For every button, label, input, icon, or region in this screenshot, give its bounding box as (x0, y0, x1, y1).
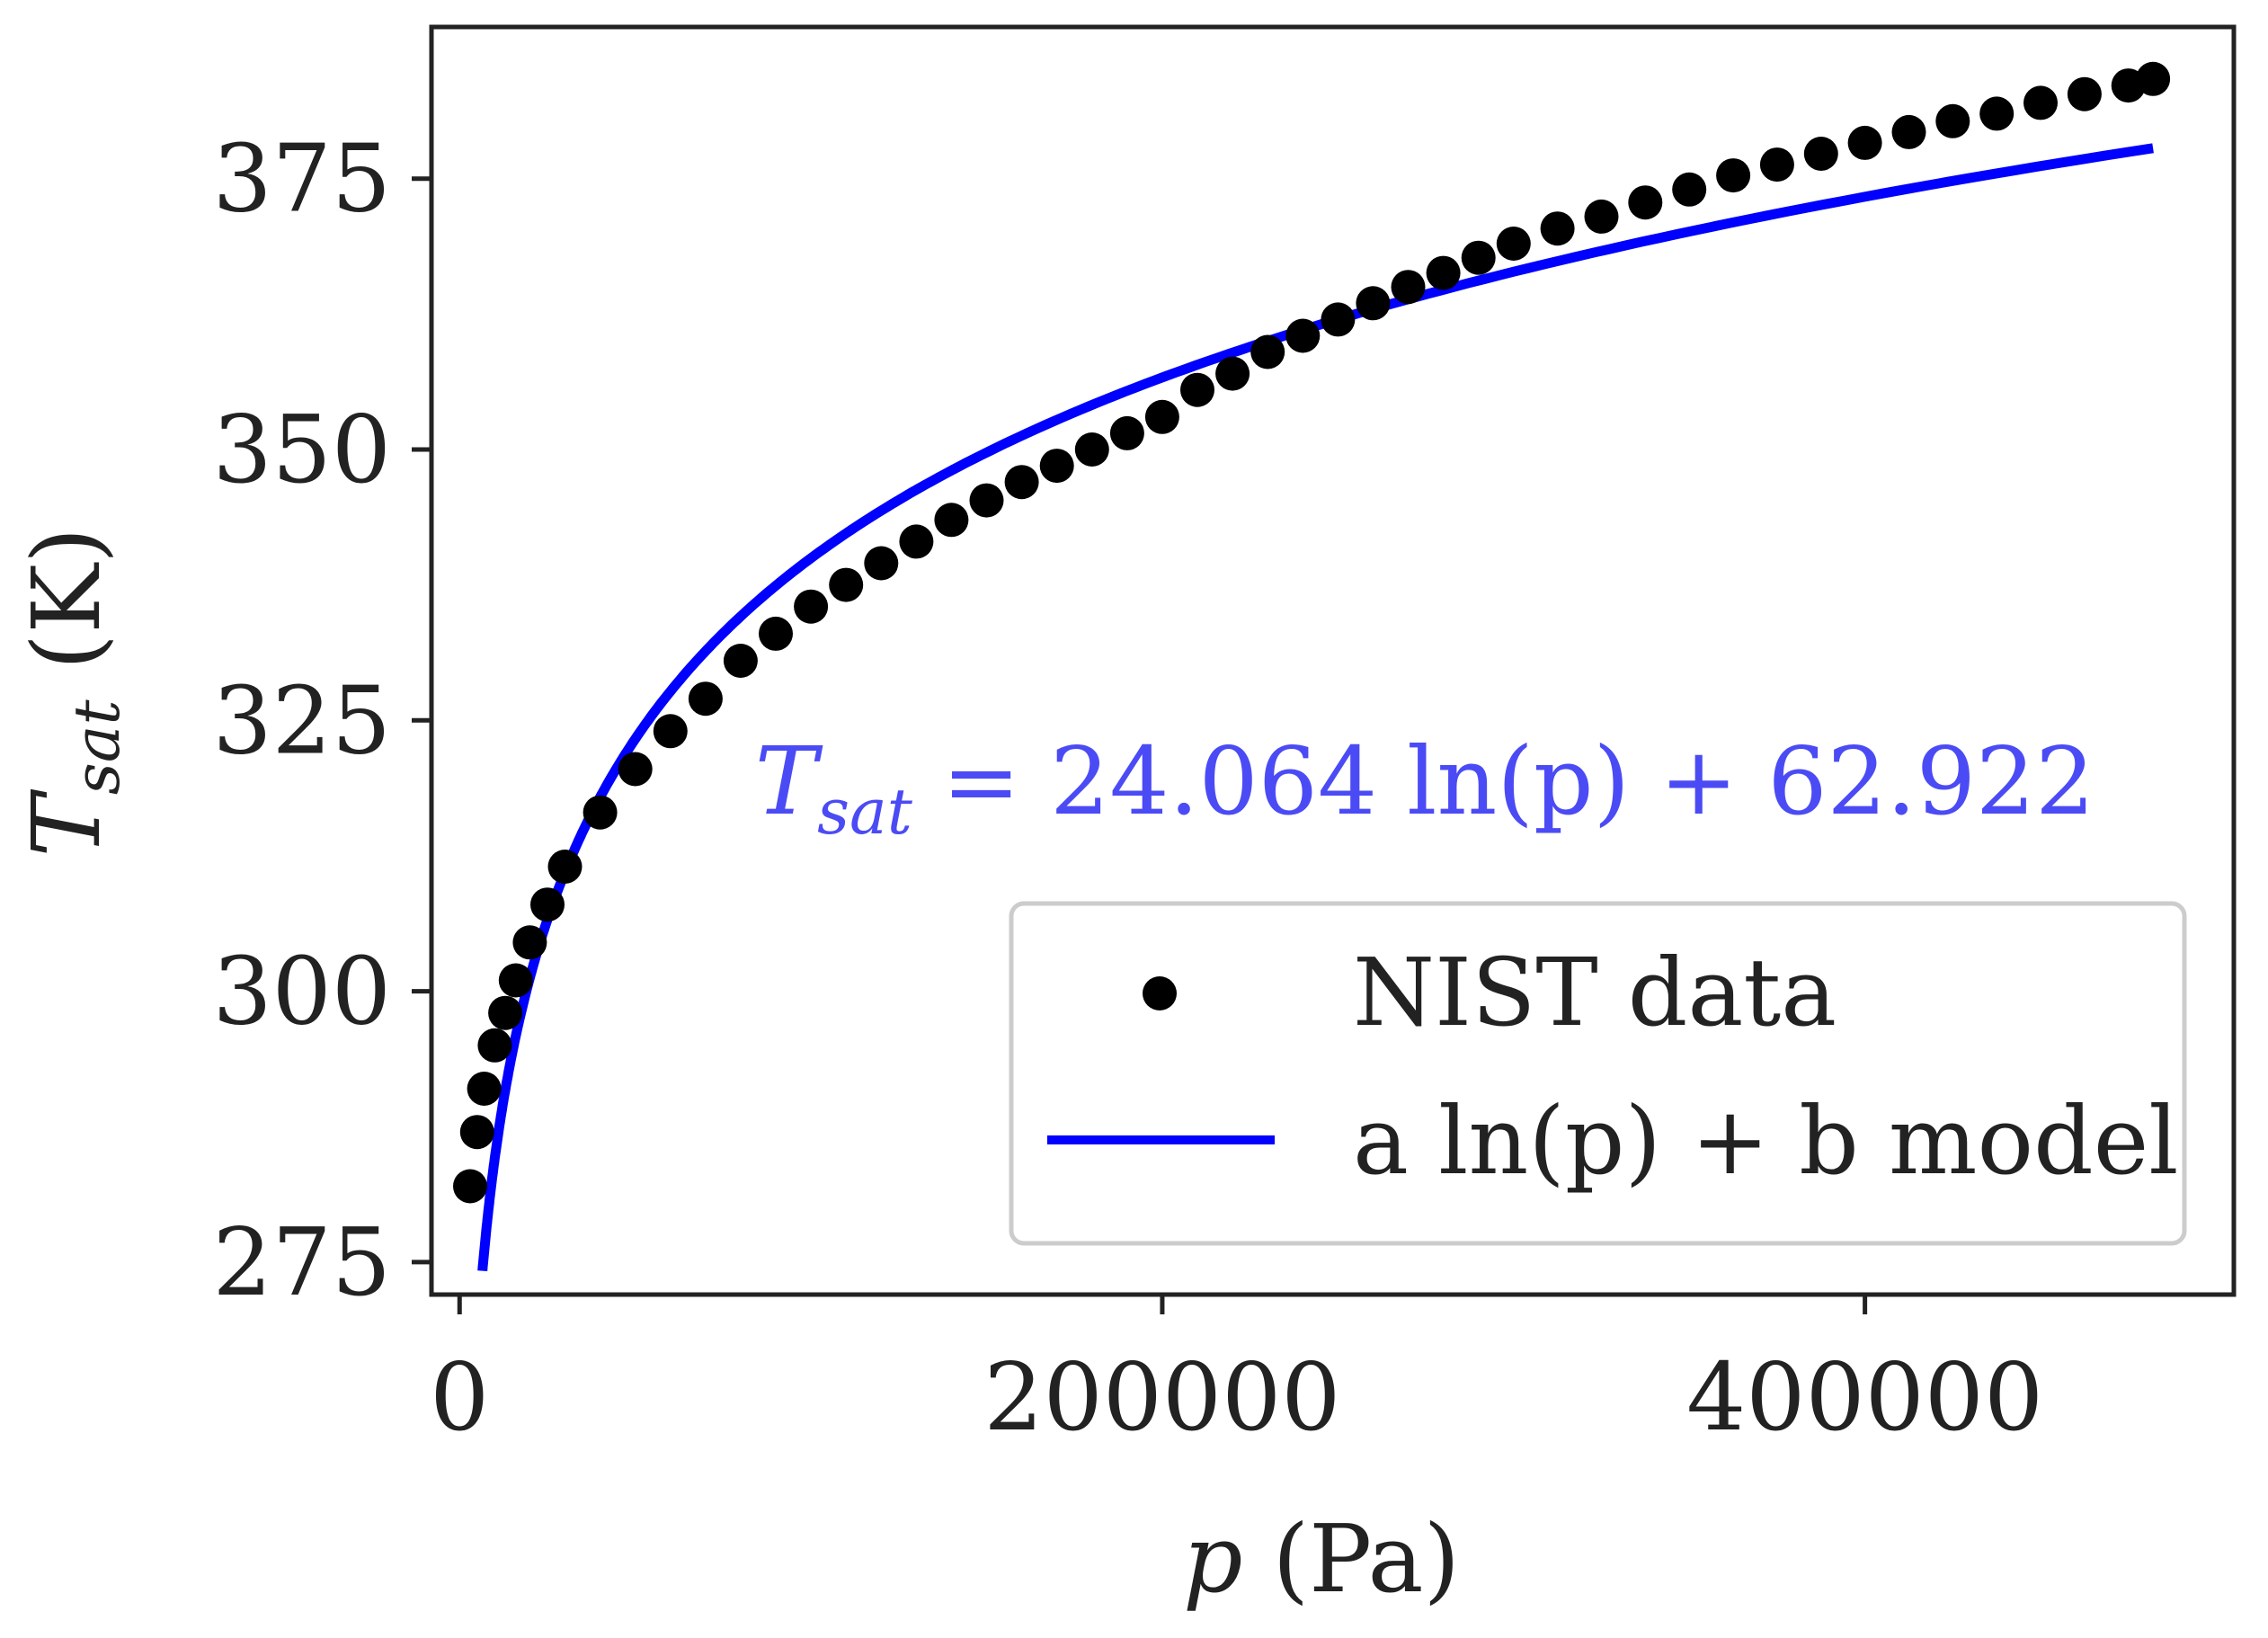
data-point (1891, 114, 1926, 149)
data-point (1540, 211, 1575, 246)
data-point (1285, 318, 1321, 353)
y-tick-label: 300 (212, 937, 391, 1046)
data-point (583, 795, 618, 830)
data-point (1109, 415, 1144, 450)
annotation-equation: Tsat = 24.064 ln(p) + 62.922 (755, 726, 2095, 849)
data-point (1074, 432, 1109, 467)
x-tick-label: 200000 (983, 1342, 1340, 1452)
x-axis-label: p (Pa) (1183, 1504, 1460, 1614)
data-point (477, 1028, 512, 1063)
data-point (1935, 103, 1970, 138)
data-point (1461, 240, 1496, 275)
y-tick-label: 375 (212, 124, 391, 234)
data-point (934, 503, 969, 538)
y-tick-label: 275 (212, 1207, 391, 1317)
legend: NIST data a ln(p) + b model (1009, 901, 2187, 1246)
data-point (1759, 147, 1794, 182)
data-point (829, 567, 864, 602)
data-point (1979, 96, 2015, 131)
legend-marker-nist (1143, 976, 1177, 1010)
data-point (969, 483, 1004, 518)
data-point (1180, 372, 1214, 407)
data-point (759, 616, 793, 651)
data-point (794, 589, 829, 624)
data-point (1321, 302, 1356, 337)
y-axis-label: Tsat (K) (12, 527, 134, 857)
data-point (1672, 172, 1707, 207)
data-point (1716, 158, 1751, 193)
data-point (498, 963, 533, 998)
data-point (1250, 334, 1285, 369)
data-point (2023, 85, 2058, 120)
data-point (864, 546, 899, 581)
y-tick-label: 325 (212, 665, 391, 775)
data-point (512, 925, 547, 960)
data-point (1426, 255, 1461, 290)
data-point (2067, 76, 2102, 111)
data-point (618, 752, 653, 787)
y-tick-label: 350 (212, 395, 391, 504)
plot-frame (429, 24, 2237, 1297)
data-point (467, 1072, 502, 1106)
x-tick-label: 0 (430, 1342, 489, 1452)
data-point (653, 714, 688, 749)
legend-label-nist: NIST data (1353, 938, 1837, 1047)
data-point (1356, 286, 1391, 321)
data-point (1215, 356, 1250, 391)
data-point (488, 995, 523, 1030)
data-point (1628, 185, 1663, 220)
data-point (453, 1169, 487, 1204)
data-point (1847, 125, 1882, 160)
x-tick-label: 400000 (1686, 1342, 2043, 1452)
data-point (1004, 465, 1039, 500)
data-point (1391, 270, 1426, 305)
data-point (1803, 137, 1838, 171)
tick-group: 0 200000 400000 275 300 325 350 375 (212, 124, 2043, 1452)
data-point (688, 681, 723, 717)
data-point (2136, 61, 2171, 96)
data-point (899, 524, 934, 559)
data-point (1144, 399, 1179, 434)
legend-label-model: a ln(p) + b model (1353, 1086, 2179, 1196)
data-point (547, 850, 583, 884)
data-point (1496, 227, 1531, 261)
data-point (1039, 449, 1074, 484)
data-point (530, 887, 565, 922)
legend-box (1009, 901, 2187, 1246)
data-point (459, 1115, 494, 1150)
data-point (1584, 199, 1619, 234)
data-point (723, 644, 758, 678)
nist-points (453, 61, 2171, 1204)
